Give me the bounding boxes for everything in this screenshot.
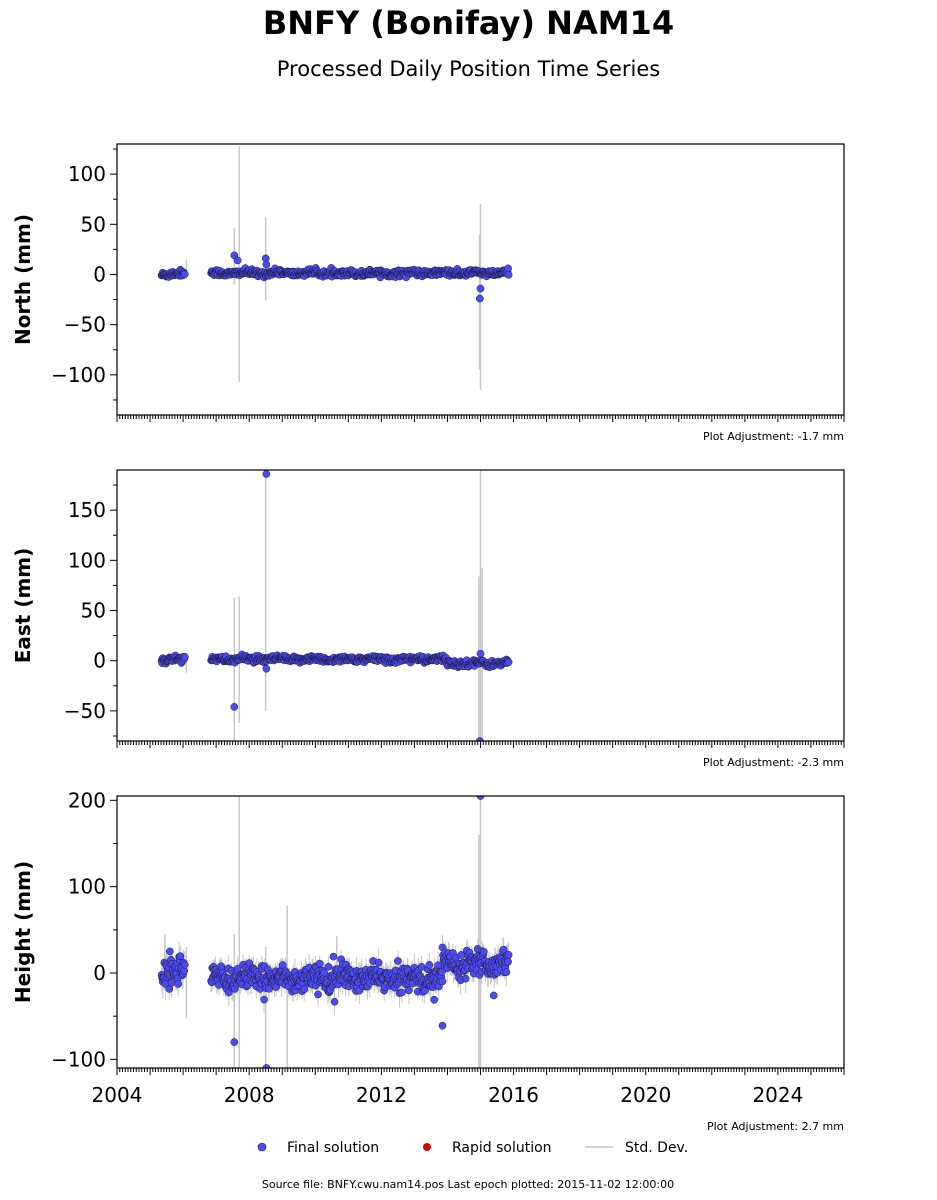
y-tick-label: 50 (81, 599, 106, 623)
data-point (262, 470, 271, 478)
final-solution-points (157, 796, 513, 1068)
data-point (166, 947, 174, 956)
y-tick-label: 0 (93, 961, 106, 985)
plot-adjustment: Plot Adjustment: -2.3 mm (703, 756, 844, 769)
y-tick-label: −100 (51, 363, 106, 387)
final-solution-points (157, 470, 513, 741)
data-point (394, 957, 402, 965)
chart-subtitle: Processed Daily Position Time Series (276, 57, 661, 81)
y-tick-label: 100 (68, 875, 106, 899)
y-tick-label: −50 (64, 313, 106, 337)
data-point (300, 985, 309, 994)
legend-stddev-label: Std. Dev. (625, 1140, 688, 1156)
plot-area (157, 146, 513, 390)
x-tick-label: 2016 (488, 1083, 539, 1107)
data-point (425, 961, 434, 969)
y-tick-label: 200 (68, 788, 106, 812)
y-tick-label: −50 (64, 699, 106, 723)
data-point (461, 974, 470, 983)
data-point (475, 294, 484, 303)
data-point (315, 959, 324, 968)
data-point (430, 995, 439, 1004)
y-tick-label: 100 (68, 548, 106, 572)
plot-adjustment: Plot Adjustment: 2.7 mm (707, 1120, 844, 1133)
data-point (504, 658, 513, 667)
data-point (475, 737, 484, 741)
data-point (314, 990, 322, 999)
data-point (324, 962, 333, 971)
data-point (230, 703, 239, 711)
plot-area (157, 796, 513, 1068)
data-point (438, 977, 447, 986)
y-tick-label: 100 (68, 162, 106, 186)
data-point (180, 270, 189, 278)
legend-final-marker (257, 1142, 267, 1152)
legend-final-label: Final solution (287, 1140, 379, 1156)
panel-2: 200 100 0 −100 Height (mm) Plot Adjustment: 2… (11, 788, 845, 1133)
y-tick-label: 50 (81, 212, 106, 236)
x-tick-label: 2004 (92, 1083, 143, 1107)
x-tick-label: 2024 (752, 1083, 803, 1107)
x-tick-label: 2008 (224, 1083, 275, 1107)
data-point (262, 260, 271, 269)
data-point (262, 1064, 271, 1068)
data-point (476, 649, 485, 658)
y-axis-label: Height (mm) (11, 861, 35, 1003)
y-axis-label: East (mm) (11, 548, 35, 664)
plot-area (157, 470, 513, 741)
y-tick-label: −100 (51, 1047, 106, 1071)
y-tick-label: 0 (93, 262, 106, 286)
data-point (262, 664, 271, 673)
final-solution-points (157, 251, 513, 303)
data-point (233, 965, 242, 973)
legend: Final solution Rapid solution Std. Dev. (257, 1140, 688, 1156)
chart-title: BNFY (Bonifay) NAM14 (262, 4, 675, 42)
panel-0: 100 50 0 −50 −100 North (mm) Plot Adjustment: … (11, 143, 845, 443)
data-point (180, 960, 189, 969)
data-point (504, 270, 513, 279)
data-point (476, 284, 485, 293)
x-tick-label: 2012 (356, 1083, 407, 1107)
data-point (230, 1038, 239, 1046)
data-point (504, 957, 512, 966)
legend-rapid-marker (423, 1143, 431, 1151)
data-point (374, 958, 383, 967)
data-point (330, 997, 339, 1006)
data-point (479, 947, 488, 956)
data-point (438, 967, 446, 976)
data-point (504, 264, 512, 273)
panel-1: 150 100 50 0 −50 East (mm) Plot Adjustment: -2… (11, 469, 845, 769)
plot-adjustment: Plot Adjustment: -1.7 mm (703, 430, 844, 443)
data-point (504, 950, 513, 959)
data-point (502, 968, 511, 976)
data-point (329, 952, 338, 961)
data-point (245, 959, 254, 967)
data-point (180, 653, 189, 661)
source-footer: Source file: BNFY.cwu.nam14.pos Last epo… (262, 1178, 674, 1191)
data-point (233, 256, 242, 265)
data-point (499, 945, 508, 954)
y-axis-label: North (mm) (11, 214, 35, 345)
data-point (438, 1021, 447, 1030)
y-tick-label: 150 (68, 498, 106, 522)
stddev-bars (161, 470, 510, 741)
data-point (176, 952, 185, 961)
legend-rapid-label: Rapid solution (452, 1140, 552, 1156)
data-point (405, 986, 413, 995)
data-point (397, 988, 406, 997)
data-point (489, 991, 498, 1000)
x-tick-label: 2020 (620, 1083, 671, 1107)
y-tick-label: 0 (93, 649, 106, 673)
data-point (260, 995, 268, 1004)
data-point (320, 968, 328, 977)
stddev-bars (161, 796, 510, 1068)
data-point (167, 978, 176, 987)
data-point (434, 961, 442, 970)
data-point (174, 980, 182, 988)
